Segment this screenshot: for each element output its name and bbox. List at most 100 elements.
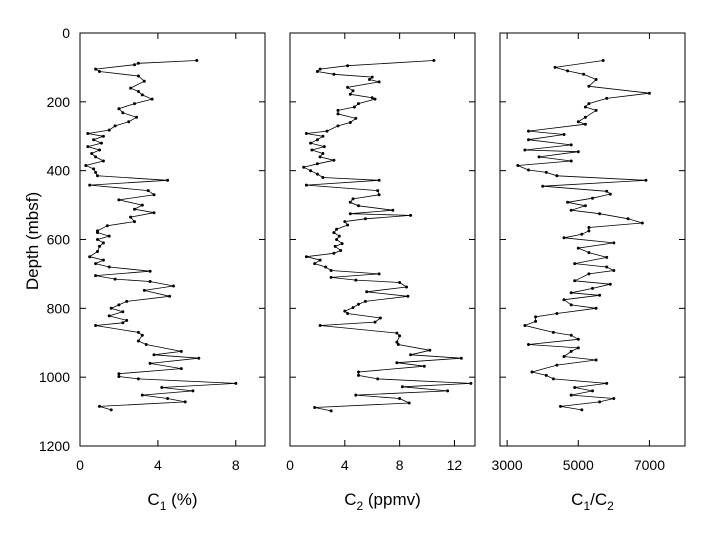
data-point [583,122,587,126]
data-point [140,203,144,207]
data-point [644,178,648,182]
y-tick-label: 200 [47,94,71,110]
data-point [92,167,96,171]
data-point [329,409,333,413]
data-point [534,315,538,319]
data-point [576,346,580,350]
data-point [336,108,340,112]
x-title-rest: (ppmv) [363,490,421,509]
data-point [363,299,367,303]
data-point [336,124,340,128]
data-point [150,97,154,101]
x-tick-label: 12 [447,457,463,473]
data-point [391,208,395,212]
data-point [605,96,609,100]
data-point [152,353,156,357]
data-point [125,318,129,322]
data-point [555,363,559,367]
data-point [346,64,350,68]
data-point [580,408,584,412]
data-point [107,128,111,132]
data-point [357,373,360,377]
data-point [562,355,566,358]
data-point [98,244,101,248]
data-point [594,358,598,362]
data-point [318,324,322,327]
data-point [562,236,566,240]
data-point [133,63,136,67]
data-point [322,145,326,149]
data-point [544,373,548,377]
data-point [179,349,183,353]
data-point [321,152,325,155]
x-title-sub2: 2 [607,499,614,513]
data-point [354,116,358,120]
data-point [569,291,573,295]
data-point [446,389,450,393]
data-point [127,120,131,124]
data-point [343,309,347,313]
data-point [144,343,148,346]
x-title-rest: /C [590,490,607,509]
data-point [318,258,322,262]
data-point [140,333,144,337]
data-point [318,155,322,159]
data-point [647,91,651,95]
data-point [377,193,381,197]
data-point [136,90,140,93]
data-point [432,59,436,62]
data-point [86,145,90,149]
data-point [94,170,98,174]
data-point [302,165,306,169]
data-point [562,133,566,136]
data-point [133,102,136,106]
data-point [612,397,616,400]
data-point [409,353,413,357]
data-point [428,348,432,352]
x-title-main: C [344,490,356,509]
data-point [339,249,343,252]
data-point [406,294,410,298]
data-point [587,229,591,233]
data-point [562,298,566,302]
data-point [569,143,573,147]
data-point [88,255,92,259]
data-point [598,212,602,216]
y-tick-label: 800 [47,300,71,316]
data-point [117,375,121,378]
data-point [395,340,399,344]
data-point [357,302,360,306]
data-point [166,178,170,182]
data-point [569,303,573,307]
data-point [555,312,559,315]
data-point [96,174,99,178]
data-point [352,105,356,109]
data-point [348,200,352,204]
series-line [302,60,471,412]
data-point [365,290,369,294]
data-point [576,150,580,154]
data-point [90,152,94,155]
data-point [594,78,598,81]
data-point [573,279,577,283]
data-point [377,272,381,276]
x-title-main: C [147,490,159,509]
data-point [587,84,591,88]
data-point [377,178,381,182]
data-point [537,155,541,159]
x-title-main: C [571,490,583,509]
data-point [405,285,408,289]
data-point [318,67,322,71]
data-point [587,272,591,276]
data-point [400,385,404,389]
data-point [146,189,150,193]
data-point [591,286,594,290]
data-point [357,102,360,106]
data-point [183,400,187,404]
data-point [148,269,152,273]
data-point [113,124,117,128]
data-point [99,141,103,145]
data-point [84,164,88,167]
data-point [197,356,201,360]
data-point [129,215,133,219]
